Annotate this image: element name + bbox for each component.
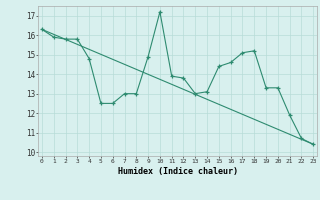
X-axis label: Humidex (Indice chaleur): Humidex (Indice chaleur): [118, 167, 238, 176]
